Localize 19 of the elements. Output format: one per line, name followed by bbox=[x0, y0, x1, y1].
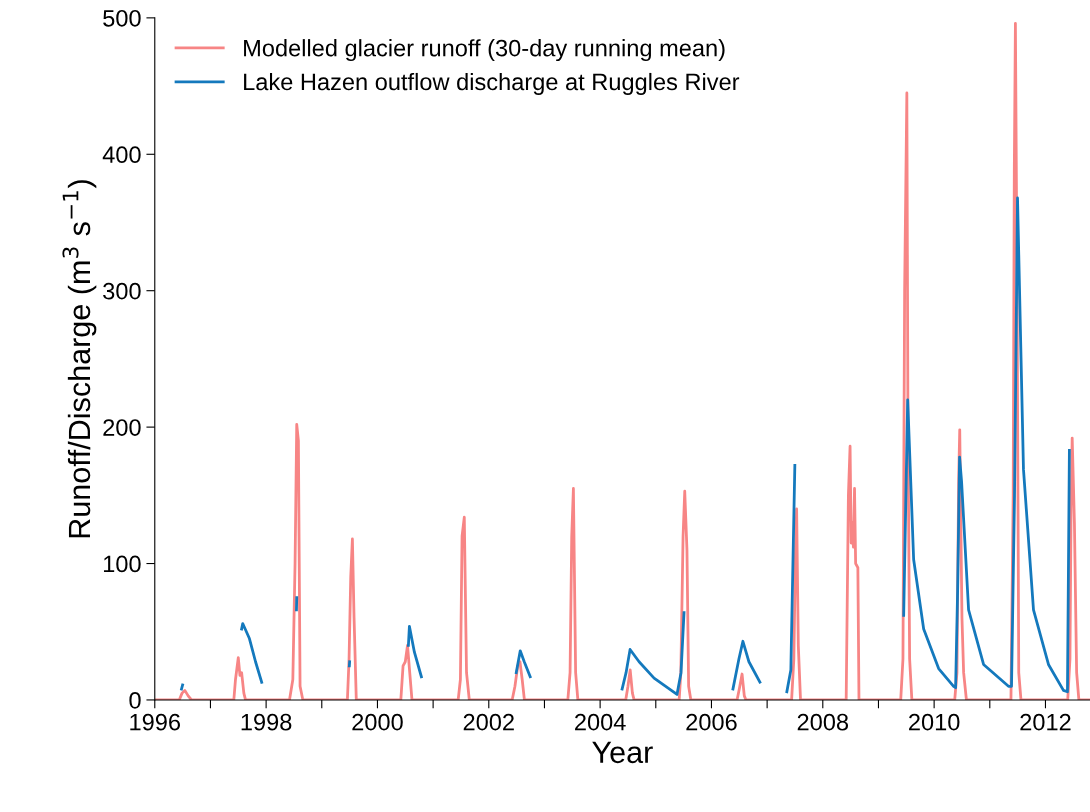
y-tick-label: 400 bbox=[102, 146, 141, 164]
x-tick-label: 2002 bbox=[463, 713, 514, 731]
y-tick-label: 300 bbox=[103, 282, 141, 300]
x-tick-label: 2012 bbox=[1020, 713, 1071, 731]
y-axis-title: Runoff/Discharge (m$^{3}$ s$^{−1}$) bbox=[62, 180, 97, 538]
legend-label: Modelled glacier runoff (30-day running mean) bbox=[244, 39, 725, 62]
x-tick-label: 1996 bbox=[130, 713, 181, 731]
y-tick-label: 500 bbox=[103, 9, 141, 27]
x-tick-label: 2000 bbox=[352, 713, 403, 731]
y-tick-label: 200 bbox=[103, 419, 141, 436]
x-tick-label: 2004 bbox=[575, 713, 626, 731]
x-tick-label: 1998 bbox=[241, 713, 292, 731]
legend-label: Lake Hazen outflow discharge at Ruggles River bbox=[244, 72, 740, 95]
y-tick-label: 0 bbox=[129, 692, 141, 709]
x-axis-title: Year bbox=[592, 741, 653, 764]
x-tick-label: 2006 bbox=[686, 713, 737, 731]
x-tick-label: 2008 bbox=[797, 713, 849, 731]
y-tick-label: 100 bbox=[104, 555, 141, 573]
x-tick-label: 2010 bbox=[909, 713, 960, 731]
